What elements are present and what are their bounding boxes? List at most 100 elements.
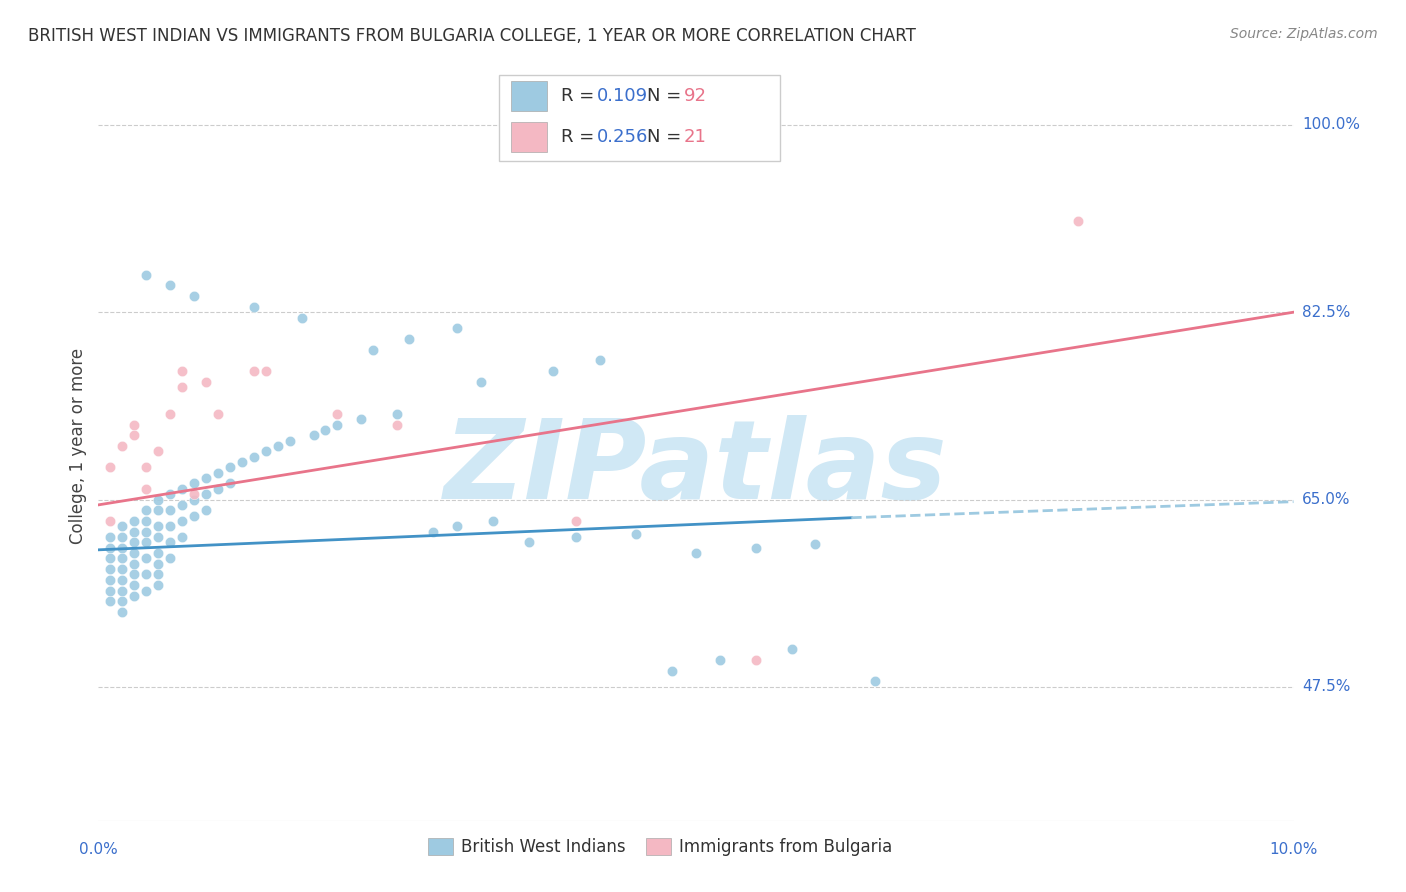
Point bbox=[326, 417, 349, 432]
Point bbox=[195, 471, 218, 485]
Point bbox=[111, 541, 134, 555]
Point bbox=[470, 375, 492, 389]
Y-axis label: College, 1 year or more: College, 1 year or more bbox=[69, 348, 87, 544]
Point bbox=[278, 434, 301, 448]
Point bbox=[172, 364, 194, 378]
Point bbox=[111, 551, 134, 566]
Point bbox=[111, 562, 134, 576]
Point bbox=[148, 546, 170, 560]
Point bbox=[135, 482, 157, 496]
Point bbox=[98, 514, 122, 528]
Point bbox=[124, 589, 146, 603]
Point bbox=[267, 439, 290, 453]
Point bbox=[195, 487, 218, 501]
Text: 21: 21 bbox=[685, 128, 707, 145]
Point bbox=[135, 551, 157, 566]
Point bbox=[254, 364, 277, 378]
Point bbox=[98, 551, 122, 566]
Point bbox=[172, 482, 194, 496]
Point bbox=[111, 583, 134, 598]
Point bbox=[148, 530, 170, 544]
Point bbox=[111, 530, 134, 544]
Point bbox=[243, 364, 266, 378]
Point bbox=[159, 407, 181, 421]
Point bbox=[124, 514, 146, 528]
Point bbox=[172, 514, 194, 528]
Text: 10.0%: 10.0% bbox=[1270, 842, 1317, 857]
Text: 82.5%: 82.5% bbox=[1302, 305, 1350, 319]
Point bbox=[148, 492, 170, 507]
Point bbox=[219, 460, 242, 475]
Point bbox=[124, 567, 146, 582]
Point bbox=[148, 444, 170, 458]
Point bbox=[326, 407, 349, 421]
Text: N =: N = bbox=[647, 87, 688, 105]
Point bbox=[589, 353, 612, 368]
Point bbox=[363, 343, 385, 357]
Point bbox=[780, 642, 803, 657]
Point bbox=[183, 476, 205, 491]
Point bbox=[124, 428, 146, 442]
Point bbox=[148, 578, 170, 592]
Point bbox=[207, 482, 229, 496]
Point bbox=[385, 407, 409, 421]
Text: 65.0%: 65.0% bbox=[1302, 492, 1350, 507]
Text: 0.256: 0.256 bbox=[596, 128, 648, 145]
Point bbox=[302, 428, 325, 442]
Point bbox=[111, 573, 134, 587]
Point bbox=[124, 557, 146, 571]
Text: 100.0%: 100.0% bbox=[1302, 118, 1360, 132]
Text: 0.0%: 0.0% bbox=[79, 842, 118, 857]
Point bbox=[172, 530, 194, 544]
Point bbox=[482, 514, 505, 528]
Point bbox=[111, 439, 134, 453]
Point bbox=[565, 514, 588, 528]
Point bbox=[148, 519, 170, 533]
Point bbox=[517, 535, 540, 549]
Point bbox=[135, 583, 157, 598]
Point bbox=[159, 535, 181, 549]
Text: 92: 92 bbox=[685, 87, 707, 105]
Text: 47.5%: 47.5% bbox=[1302, 680, 1350, 694]
Point bbox=[385, 417, 409, 432]
Point bbox=[291, 310, 314, 325]
Point bbox=[98, 573, 122, 587]
Text: ZIPatlas: ZIPatlas bbox=[444, 415, 948, 522]
Point bbox=[172, 380, 194, 394]
Point bbox=[685, 546, 707, 560]
Point bbox=[159, 487, 181, 501]
Point bbox=[626, 526, 648, 541]
FancyBboxPatch shape bbox=[499, 75, 780, 161]
Text: Source: ZipAtlas.com: Source: ZipAtlas.com bbox=[1230, 27, 1378, 41]
Point bbox=[350, 412, 373, 426]
Point bbox=[745, 653, 768, 667]
Point bbox=[135, 268, 157, 282]
Point bbox=[135, 514, 157, 528]
Point bbox=[148, 567, 170, 582]
Point bbox=[183, 289, 205, 303]
Point bbox=[541, 364, 564, 378]
Point bbox=[98, 460, 122, 475]
Point bbox=[446, 321, 468, 335]
Point bbox=[135, 460, 157, 475]
Point bbox=[183, 487, 205, 501]
Point bbox=[195, 503, 218, 517]
Point bbox=[219, 476, 242, 491]
Point bbox=[398, 332, 420, 346]
Point bbox=[111, 605, 134, 619]
Point bbox=[231, 455, 253, 469]
Point bbox=[183, 492, 205, 507]
Point bbox=[124, 417, 146, 432]
Point bbox=[865, 674, 887, 689]
Point bbox=[159, 278, 181, 293]
Point bbox=[111, 519, 134, 533]
FancyBboxPatch shape bbox=[510, 121, 547, 152]
Point bbox=[1067, 214, 1090, 228]
Point bbox=[446, 519, 468, 533]
Text: N =: N = bbox=[647, 128, 688, 145]
Point bbox=[159, 519, 181, 533]
Point bbox=[207, 466, 229, 480]
Point bbox=[243, 300, 266, 314]
Point bbox=[254, 444, 277, 458]
Point bbox=[207, 407, 229, 421]
